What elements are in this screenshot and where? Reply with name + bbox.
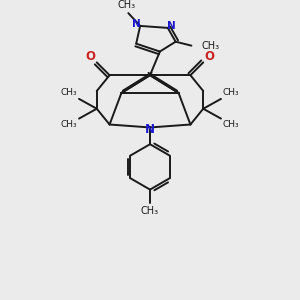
Text: CH₃: CH₃ [117,0,135,10]
Text: N: N [167,21,176,31]
Text: O: O [204,50,214,63]
Text: CH₃: CH₃ [223,88,239,98]
Text: CH₃: CH₃ [141,206,159,216]
Text: CH₃: CH₃ [223,120,239,129]
Text: N: N [145,123,155,136]
Text: O: O [86,50,96,63]
Text: CH₃: CH₃ [201,40,219,51]
Text: CH₃: CH₃ [61,120,77,129]
Text: N: N [132,19,141,29]
Text: CH₃: CH₃ [61,88,77,98]
